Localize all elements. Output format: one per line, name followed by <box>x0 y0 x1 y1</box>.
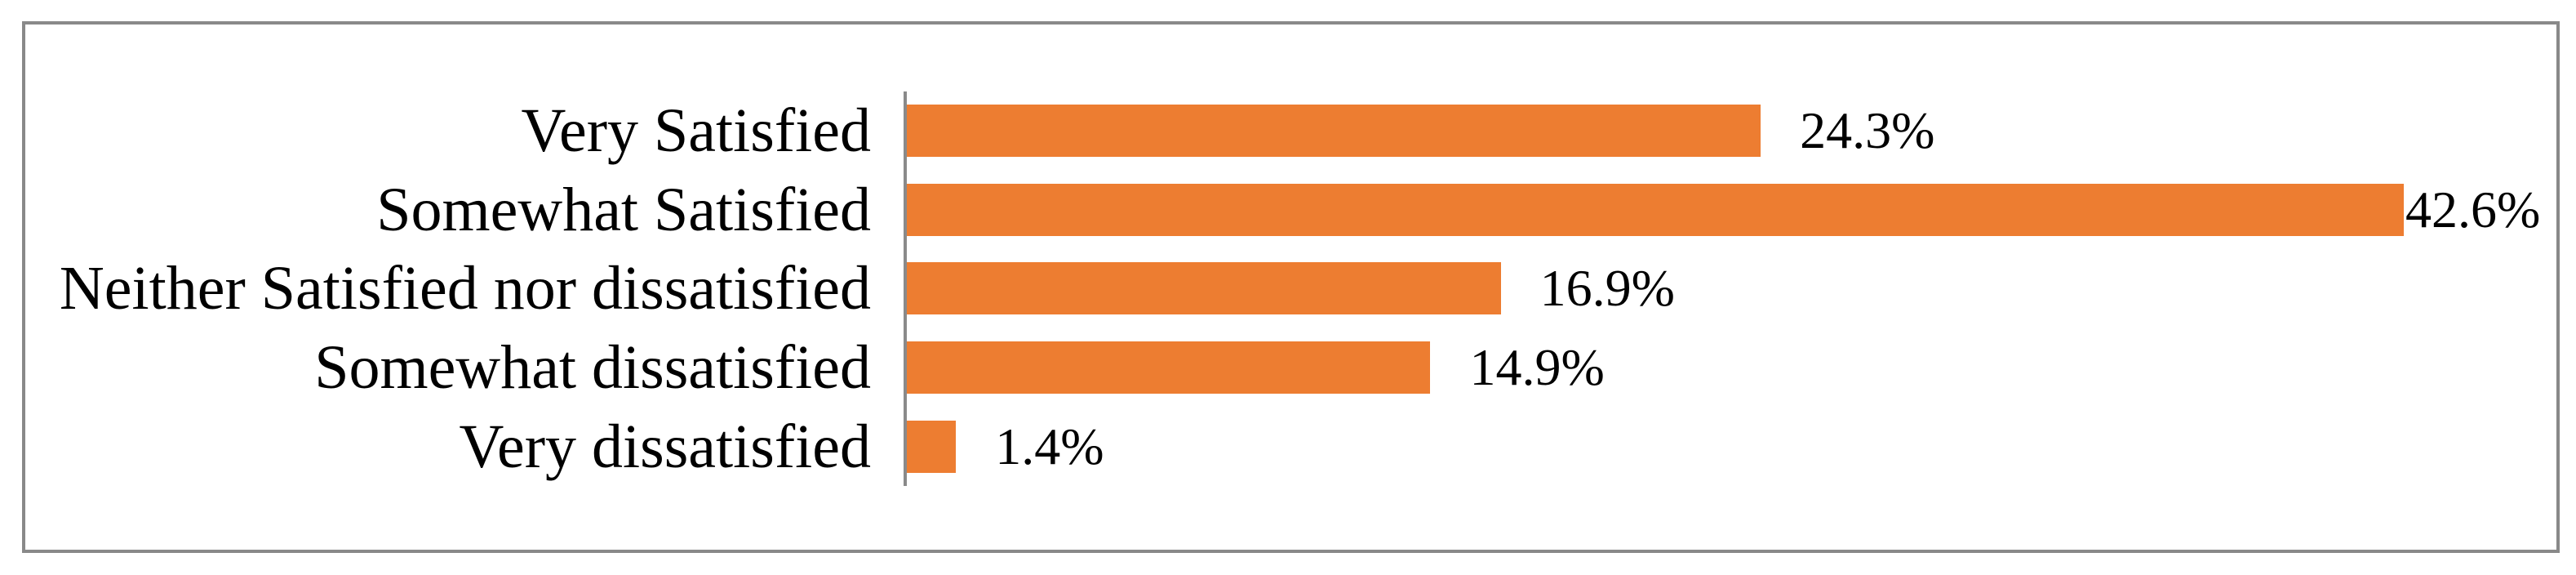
chart-row: Somewhat Satisfied 42.6% <box>0 171 2576 250</box>
category-label: Very dissatisfied <box>459 412 871 481</box>
value-label: 16.9% <box>1539 259 1675 318</box>
value-label: 24.3% <box>1800 101 1935 160</box>
category-label: Very Satisfied <box>521 96 871 166</box>
chart-row: Very dissatisfied 1.4% <box>0 407 2576 486</box>
value-label: 42.6% <box>2405 180 2541 238</box>
chart-rows: Very Satisfied 24.3% Somewhat Satisfied … <box>0 91 2576 486</box>
chart-row: Very Satisfied 24.3% <box>0 91 2576 171</box>
value-label: 14.9% <box>1469 338 1605 397</box>
y-axis-line <box>904 91 907 486</box>
category-label: Somewhat Satisfied <box>376 175 871 244</box>
bar <box>907 341 1431 394</box>
bar <box>907 420 957 473</box>
bar <box>907 105 1761 158</box>
value-label: 1.4% <box>995 417 1104 475</box>
category-label: Neither Satisfied nor dissatisfied <box>59 254 871 323</box>
category-label: Somewhat dissatisfied <box>314 333 871 403</box>
bar <box>907 183 2404 236</box>
bar-chart: Very Satisfied 24.3% Somewhat Satisfied … <box>0 91 2576 486</box>
chart-row: Neither Satisfied nor dissatisfied 16.9% <box>0 249 2576 328</box>
bar <box>907 262 1501 315</box>
chart-row: Somewhat dissatisfied 14.9% <box>0 328 2576 408</box>
